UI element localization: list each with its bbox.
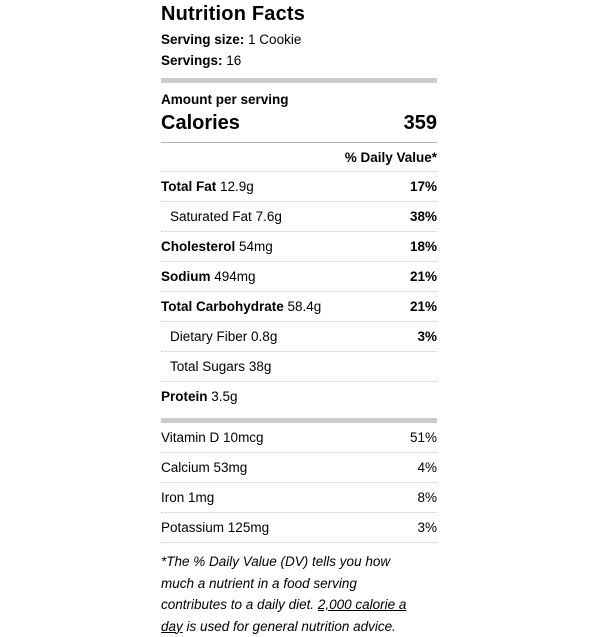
label-title: Nutrition Facts xyxy=(161,2,437,26)
nutrient-name: Dietary Fiber xyxy=(170,329,247,344)
nutrient-daily-value: 21% xyxy=(410,270,437,284)
footnote-line: much a nutrient in a food serving xyxy=(161,573,437,595)
nutrient-row-sodium: Sodium 494mg 21% xyxy=(161,262,437,292)
nutrient-name-amount: Iron 1mg xyxy=(161,491,214,505)
nutrient-name: Calcium xyxy=(161,460,210,475)
servings-line: Servings: 16 xyxy=(161,50,437,71)
nutrient-daily-value: 38% xyxy=(410,210,437,224)
nutrient-amount: 38g xyxy=(249,359,272,374)
daily-value-header: % Daily Value* xyxy=(161,143,437,172)
nutrient-amount: 12.9g xyxy=(220,179,254,194)
nutrient-daily-value: 51% xyxy=(410,431,437,445)
amount-per-serving-label: Amount per serving xyxy=(161,83,437,107)
nutrient-rows: Total Fat 12.9g 17% Saturated Fat 7.6g 38% C… xyxy=(161,172,437,411)
nutrient-name: Total Carbohydrate xyxy=(161,299,284,314)
nutrient-name: Total Fat xyxy=(161,179,216,194)
nutrient-name-amount: Protein 3.5g xyxy=(161,390,238,404)
nutrient-row-cholesterol: Cholesterol 54mg 18% xyxy=(161,232,437,262)
underlined-calorie-note: 2,000 calorie a xyxy=(318,597,407,612)
nutrient-daily-value: 17% xyxy=(410,180,437,194)
nutrient-daily-value: 3% xyxy=(417,521,437,535)
serving-size-line: Serving size: 1 Cookie xyxy=(161,29,437,50)
servings-value: 16 xyxy=(226,53,241,68)
nutrient-name: Saturated Fat xyxy=(170,209,252,224)
servings-label: Servings: xyxy=(161,53,223,68)
nutrient-name-amount: Calcium 53mg xyxy=(161,461,247,475)
nutrient-name-amount: Dietary Fiber 0.8g xyxy=(170,330,277,344)
footnote-text: contributes to a daily diet. xyxy=(161,597,318,612)
vitamin-rows: Vitamin D 10mcg 51% Calcium 53mg 4% Iron 1mg… xyxy=(161,423,437,543)
nutrient-name-amount: Total Carbohydrate 58.4g xyxy=(161,300,321,314)
footnote-line: *The % Daily Value (DV) tells you how xyxy=(161,551,437,573)
nutrient-row-iron: Iron 1mg 8% xyxy=(161,483,437,513)
nutrient-daily-value: 3% xyxy=(417,330,437,344)
nutrient-row-total-sugars: Total Sugars 38g xyxy=(161,352,437,382)
nutrient-daily-value: 8% xyxy=(417,491,437,505)
calories-value: 359 xyxy=(404,111,437,135)
nutrient-name-amount: Cholesterol 54mg xyxy=(161,240,273,254)
nutrient-row-protein: Protein 3.5g xyxy=(161,382,437,411)
nutrient-name-amount: Potassium 125mg xyxy=(161,521,269,535)
nutrient-row-potassium: Potassium 125mg 3% xyxy=(161,513,437,543)
nutrient-name: Potassium xyxy=(161,520,224,535)
footnote-line: contributes to a daily diet. 2,000 calor… xyxy=(161,594,437,616)
nutrient-amount: 1mg xyxy=(188,490,214,505)
nutrient-name-amount: Sodium 494mg xyxy=(161,270,256,284)
serving-size-label: Serving size: xyxy=(161,32,244,47)
nutrient-name-amount: Vitamin D 10mcg xyxy=(161,431,264,445)
footnote-text: is used for general nutrition advice. xyxy=(183,619,396,634)
nutrient-daily-value: 18% xyxy=(410,240,437,254)
nutrient-row-total-carbohydrate: Total Carbohydrate 58.4g 21% xyxy=(161,292,437,322)
nutrient-row-vitamin-d: Vitamin D 10mcg 51% xyxy=(161,423,437,453)
daily-value-footnote: *The % Daily Value (DV) tells you how muc… xyxy=(161,551,437,637)
nutrient-amount: 0.8g xyxy=(251,329,277,344)
nutrient-daily-value: 4% xyxy=(417,461,437,475)
nutrient-row-dietary-fiber: Dietary Fiber 0.8g 3% xyxy=(161,322,437,352)
underlined-calorie-note: day xyxy=(161,619,183,634)
nutrient-amount: 3.5g xyxy=(211,389,237,404)
nutrient-row-total-fat: Total Fat 12.9g 17% xyxy=(161,172,437,202)
footnote-line: day is used for general nutrition advice… xyxy=(161,616,437,637)
nutrient-name-amount: Saturated Fat 7.6g xyxy=(170,210,282,224)
nutrient-name-amount: Total Fat 12.9g xyxy=(161,180,254,194)
nutrient-amount: 10mcg xyxy=(223,430,264,445)
calories-row: Calories 359 xyxy=(161,111,437,143)
nutrient-amount: 53mg xyxy=(214,460,248,475)
serving-size-value: 1 Cookie xyxy=(248,32,301,47)
nutrient-amount: 125mg xyxy=(228,520,269,535)
nutrient-row-calcium: Calcium 53mg 4% xyxy=(161,453,437,483)
nutrient-amount: 54mg xyxy=(239,239,273,254)
nutrient-name-amount: Total Sugars 38g xyxy=(170,360,271,374)
nutrient-amount: 7.6g xyxy=(256,209,282,224)
nutrition-facts-label: Nutrition Facts Serving size: 1 Cookie S… xyxy=(161,0,437,637)
nutrient-name: Protein xyxy=(161,389,208,404)
calories-label: Calories xyxy=(161,111,240,135)
footnote-text: much a nutrient in a food serving xyxy=(161,576,357,591)
footnote-text: *The % Daily Value (DV) tells you how xyxy=(161,554,390,569)
nutrient-name: Vitamin D xyxy=(161,430,219,445)
nutrient-amount: 58.4g xyxy=(288,299,322,314)
nutrient-name: Sodium xyxy=(161,269,211,284)
nutrient-amount: 494mg xyxy=(214,269,255,284)
nutrient-name: Total Sugars xyxy=(170,359,245,374)
nutrient-row-saturated-fat: Saturated Fat 7.6g 38% xyxy=(161,202,437,232)
nutrient-daily-value: 21% xyxy=(410,300,437,314)
nutrient-name: Cholesterol xyxy=(161,239,235,254)
nutrient-name: Iron xyxy=(161,490,184,505)
